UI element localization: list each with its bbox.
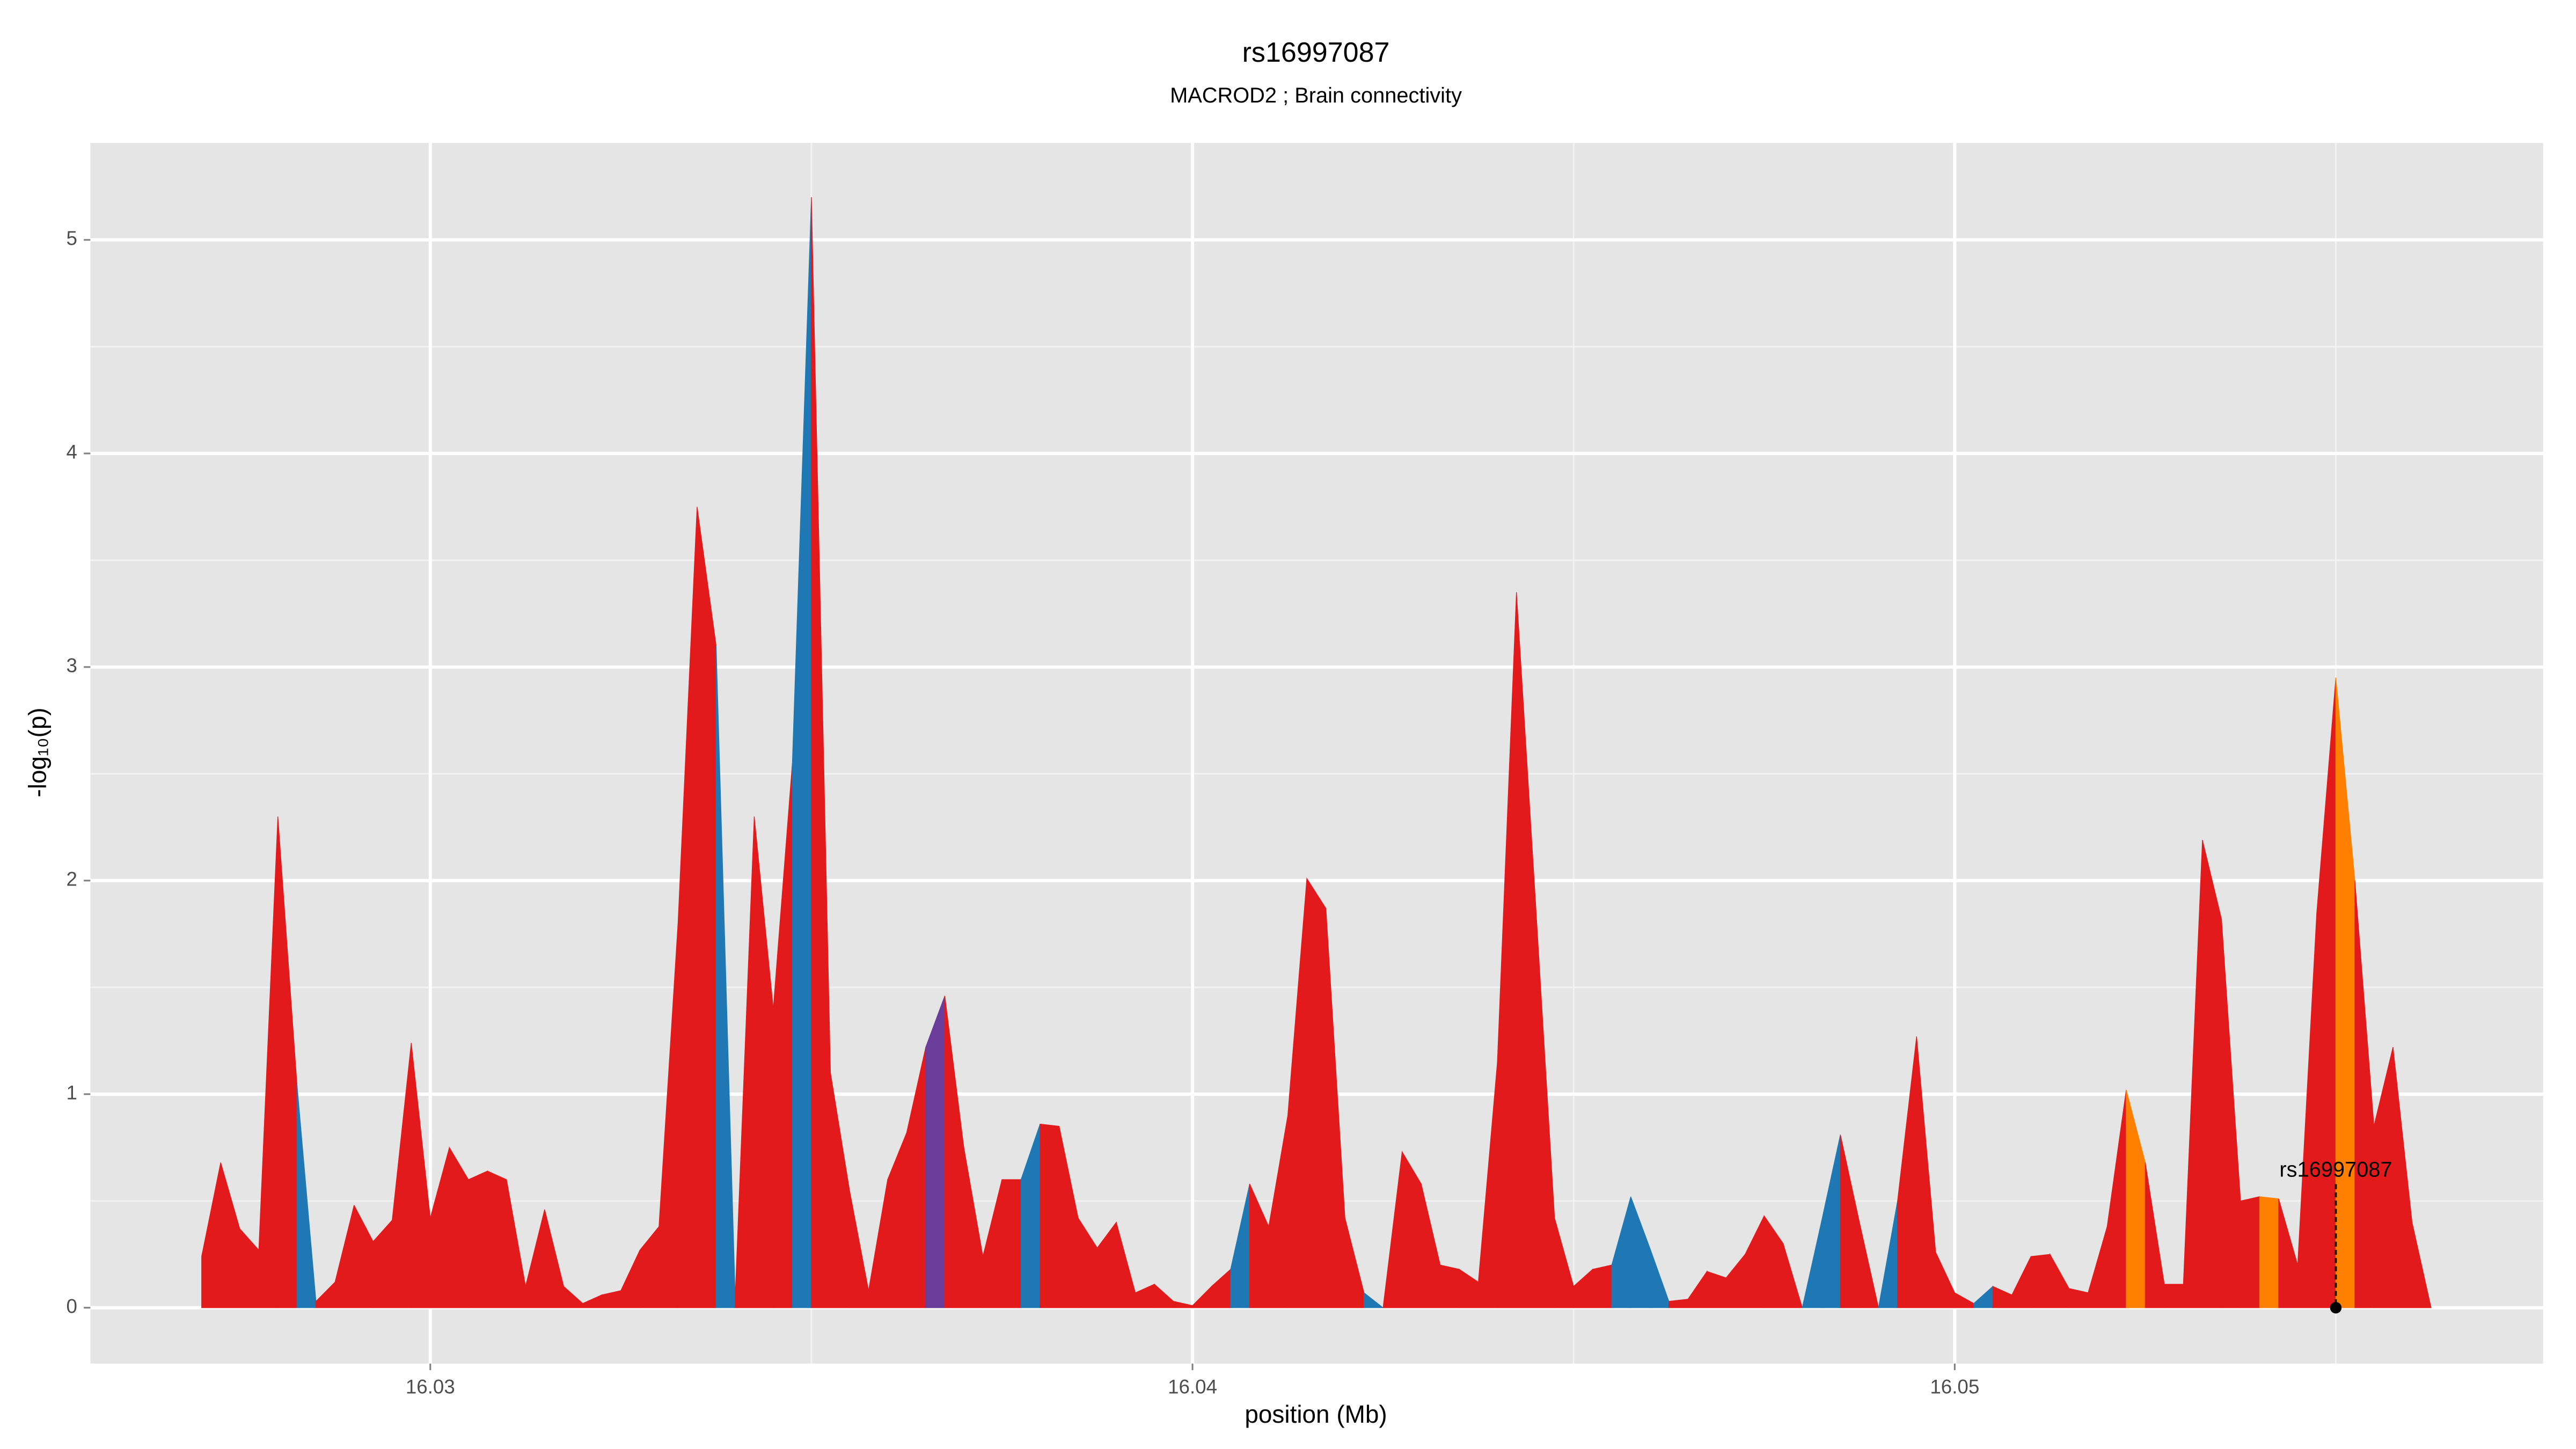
- x-axis-label: position (Mb): [1245, 1400, 1387, 1428]
- area-segment: [2259, 1196, 2279, 1308]
- y-tick-label: 1: [66, 1082, 77, 1104]
- y-axis-label: -log₁₀(p): [24, 707, 52, 797]
- area-segment: [1859, 1222, 1879, 1308]
- y-tick-label: 2: [66, 868, 77, 890]
- area-segment: [1364, 1292, 1384, 1308]
- annotation-point: [2330, 1302, 2342, 1314]
- area-segment: [2164, 1284, 2184, 1308]
- area-segment: [1707, 1271, 1726, 1308]
- x-tick-label: 16.04: [1168, 1375, 1217, 1397]
- annotation-label: rs16997087: [2279, 1158, 2392, 1182]
- area-segment: [925, 996, 946, 1308]
- x-tick-label: 16.05: [1930, 1375, 1979, 1397]
- chart-subtitle: MACROD2 ; Brain connectivity: [1170, 84, 1462, 107]
- area-segment: [1001, 1179, 1022, 1308]
- y-tick-label: 5: [66, 228, 77, 250]
- y-tick-label: 0: [66, 1295, 77, 1317]
- y-tick-label: 3: [66, 655, 77, 677]
- x-tick-label: 16.03: [406, 1375, 455, 1397]
- area-segment: [2240, 1196, 2260, 1308]
- area-segment: [1783, 1243, 1803, 1308]
- area-segment: [487, 1170, 507, 1308]
- y-tick-label: 4: [66, 441, 77, 463]
- area-segment: [1592, 1264, 1612, 1308]
- area-segment: [1306, 877, 1327, 1308]
- area-segment: [2411, 1222, 2432, 1308]
- area-segment: [2202, 840, 2222, 1308]
- area-segment: [1040, 1123, 1060, 1308]
- area-segment: [468, 1170, 488, 1308]
- chart-title: rs16997087: [1242, 37, 1390, 68]
- area-segment: [1440, 1264, 1460, 1308]
- area-segment: [697, 507, 717, 1308]
- area-segment: [2030, 1254, 2051, 1308]
